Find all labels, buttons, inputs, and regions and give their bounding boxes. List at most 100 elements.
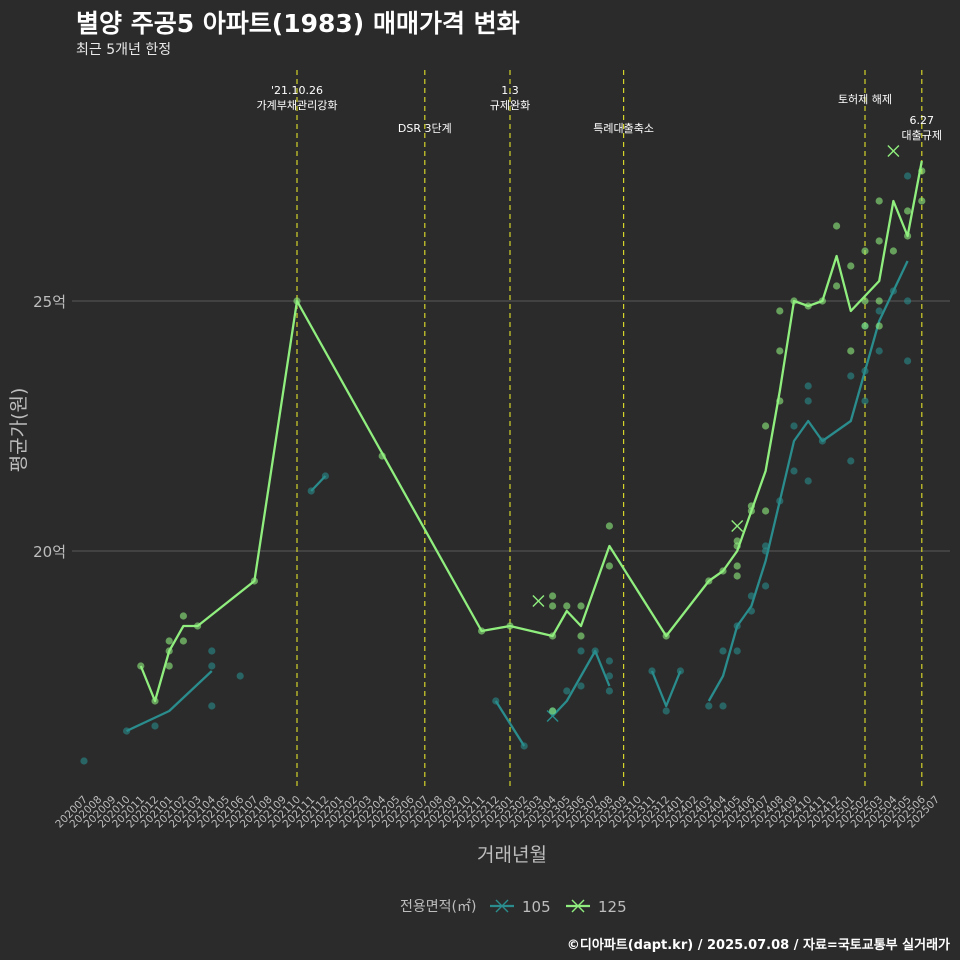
data-point-105 <box>875 307 883 315</box>
cancelled-stroke <box>532 595 545 607</box>
data-point-125 <box>378 452 386 460</box>
data-point-105 <box>492 697 500 705</box>
legend-item-125: 125 <box>566 898 627 916</box>
y-tick-label: 20억 <box>33 543 66 561</box>
data-point-105 <box>875 347 883 355</box>
event-label: 가계부채관리강화 <box>257 99 338 112</box>
data-point-105 <box>648 667 656 675</box>
data-point-125 <box>577 632 585 640</box>
data-point-125 <box>762 422 770 430</box>
axis-layer: 20억25억2020072020082020092020102020112020… <box>8 293 942 866</box>
data-point-125 <box>151 697 159 705</box>
data-point-125 <box>705 577 713 585</box>
data-point-125 <box>918 197 926 205</box>
data-point-105 <box>208 662 216 670</box>
y-axis-title: 평균가(원) <box>8 388 30 473</box>
data-point-125 <box>478 627 486 635</box>
data-point-105 <box>591 647 599 655</box>
chart-title: 별양 주공5 아파트(1983) 매매가격 변화 <box>76 9 520 38</box>
data-point-105 <box>123 727 131 735</box>
data-point-125 <box>776 307 784 315</box>
data-point-105 <box>321 472 329 480</box>
data-point-105 <box>904 172 912 180</box>
data-point-105 <box>208 647 216 655</box>
series-line-105 <box>126 670 213 733</box>
data-point-125 <box>861 322 869 330</box>
data-point-105 <box>563 687 571 695</box>
series-line-105 <box>707 260 909 702</box>
data-point-125 <box>818 297 827 305</box>
data-point-105 <box>818 437 827 445</box>
cancelled-mark-125 <box>731 520 744 532</box>
event-label: 특례대출축소 <box>593 122 654 135</box>
data-point-125 <box>165 637 173 645</box>
cancelled-mark-125 <box>887 145 900 157</box>
data-point-105 <box>733 622 741 630</box>
data-point-125 <box>179 637 187 645</box>
y-tick-label: 25억 <box>33 293 66 311</box>
data-point-125 <box>549 592 557 600</box>
data-point-105 <box>520 742 528 750</box>
data-point-125 <box>747 507 756 515</box>
data-point-125 <box>250 577 258 585</box>
data-point-105 <box>790 467 798 475</box>
data-point-105 <box>762 547 770 555</box>
cancelled-mark-105 <box>546 710 559 722</box>
data-point-105 <box>776 497 784 505</box>
data-point-105 <box>208 702 216 710</box>
series-line-105 <box>650 670 682 708</box>
data-point-105 <box>577 682 585 690</box>
data-point-105 <box>804 397 812 405</box>
data-point-125 <box>875 297 883 305</box>
data-point-125 <box>847 347 855 355</box>
data-point-125 <box>293 297 301 305</box>
series-105 <box>80 172 912 765</box>
data-point-125 <box>833 282 841 290</box>
legend-title: 전용면적(㎡) <box>400 899 476 915</box>
legend-key-cross <box>571 899 585 913</box>
data-point-125 <box>804 302 812 310</box>
data-point-125 <box>733 537 741 545</box>
series-125 <box>137 145 926 715</box>
source-caption: ©디아파트(dapt.kr) / 2025.07.08 / 자료=국토교통부 실… <box>566 938 950 953</box>
data-point-125 <box>662 632 670 640</box>
data-point-125 <box>918 167 926 175</box>
data-point-105 <box>904 297 912 305</box>
data-point-125 <box>549 632 557 640</box>
data-point-125 <box>904 232 912 240</box>
data-point-125 <box>165 647 173 655</box>
data-point-125 <box>875 197 883 205</box>
data-point-125 <box>875 322 883 330</box>
data-point-105 <box>804 477 812 485</box>
data-point-125 <box>776 347 784 355</box>
cancelled-mark-125 <box>532 595 545 607</box>
series-line-105 <box>494 700 526 747</box>
data-point-105 <box>577 647 585 655</box>
data-point-125 <box>776 397 784 405</box>
data-point-125 <box>875 237 883 245</box>
data-point-125 <box>179 612 187 620</box>
event-label: '21.10.26 <box>271 84 323 97</box>
series-line-105 <box>551 649 611 717</box>
data-point-105 <box>719 647 727 655</box>
event-label: 토허제 해제 <box>838 92 892 106</box>
event-label: DSR 3단계 <box>398 122 452 135</box>
data-point-105 <box>705 702 713 710</box>
legend-key-cross <box>495 899 509 913</box>
data-point-125 <box>549 707 557 715</box>
data-point-125 <box>861 247 869 255</box>
data-point-105 <box>605 657 614 665</box>
event-label: 대출규제 <box>902 129 942 142</box>
data-point-125 <box>577 602 585 610</box>
chart-subtitle: 최근 5개년 한정 <box>76 42 172 58</box>
data-point-105 <box>889 287 898 295</box>
data-point-125 <box>833 222 841 230</box>
data-point-125 <box>889 247 898 255</box>
series-line-125 <box>139 160 923 703</box>
data-point-105 <box>733 647 741 655</box>
data-point-125 <box>549 602 557 610</box>
data-point-105 <box>605 687 614 695</box>
cancelled-stroke <box>731 520 744 532</box>
